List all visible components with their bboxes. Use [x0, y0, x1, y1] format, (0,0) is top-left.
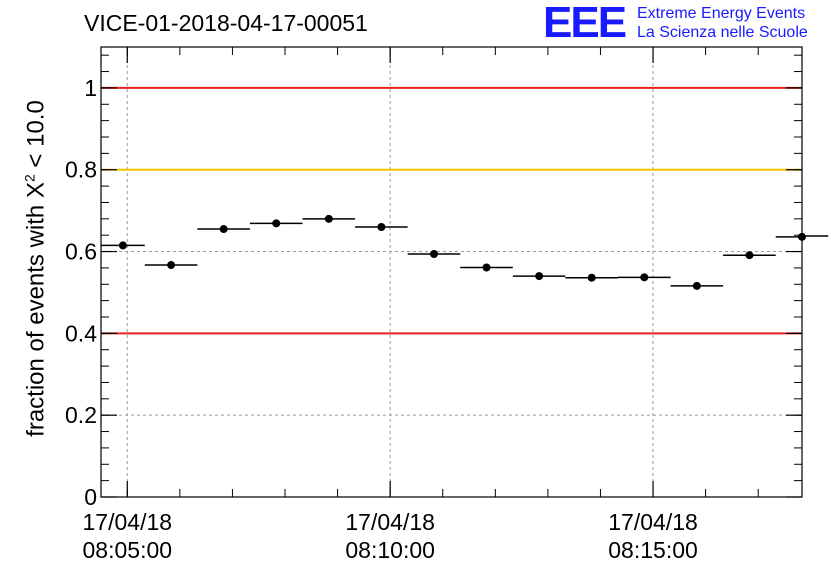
y-tick-label: 0.6	[65, 239, 97, 265]
data-point	[324, 214, 333, 223]
data-point	[118, 241, 127, 250]
data-point	[377, 223, 386, 231]
grid	[101, 47, 802, 497]
data-point	[167, 261, 176, 270]
x-tick-time: 08:05:00	[83, 537, 173, 563]
y-tick-label: 1	[84, 75, 97, 101]
y-tick-label: 0.8	[65, 157, 97, 183]
x-tick-time: 08:15:00	[608, 537, 698, 563]
data-point	[587, 273, 596, 282]
logo-line-1: Extreme Energy Events	[637, 5, 806, 22]
data-point	[745, 251, 754, 260]
chart-title: VICE-01-2018-04-17-00051	[84, 10, 368, 36]
data-point	[219, 225, 228, 234]
data-point	[272, 219, 281, 228]
x-tick-date: 17/04/18	[83, 509, 173, 535]
x-tick-date: 17/04/18	[608, 509, 698, 535]
logo-line-2: La Scienza nelle Scuole	[637, 24, 808, 41]
data-point	[429, 250, 438, 258]
eee-logo-text: Extreme Energy Events La Scienza nelle S…	[637, 4, 808, 42]
reference-lines	[101, 86, 802, 335]
plot-frame	[100, 46, 803, 498]
x-tick-date: 17/04/18	[345, 509, 435, 535]
eee-logo-mark: EEE	[543, 0, 627, 47]
data-points	[101, 214, 829, 290]
data-point	[692, 281, 701, 290]
y-tick-label: 0.4	[65, 320, 97, 346]
x-tick-time: 08:10:00	[345, 537, 435, 563]
data-point	[640, 273, 649, 282]
axes: 00.20.40.60.8117/04/1808:05:0017/04/1808…	[65, 47, 802, 563]
data-point	[535, 272, 544, 281]
y-tick-label: 0	[84, 484, 97, 510]
y-tick-label: 0.2	[65, 402, 97, 428]
data-point	[482, 263, 491, 272]
